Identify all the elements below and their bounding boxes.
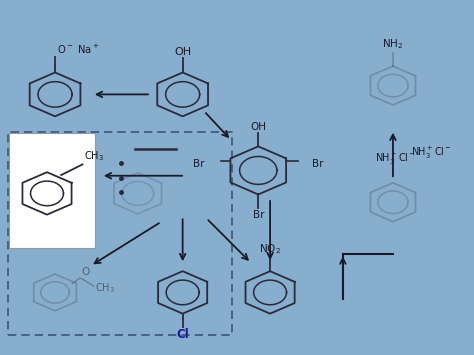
Text: CH$_3$: CH$_3$ — [95, 281, 115, 295]
Text: NH$_2$: NH$_2$ — [383, 38, 403, 51]
Text: Br: Br — [193, 159, 205, 169]
Text: OH: OH — [250, 122, 266, 132]
Text: CH$_3$: CH$_3$ — [84, 149, 104, 163]
Text: Cl: Cl — [176, 328, 189, 342]
Text: NO$_2$: NO$_2$ — [259, 242, 281, 256]
Text: NH$_3^+$Cl$^-$: NH$_3^+$Cl$^-$ — [411, 145, 452, 161]
Text: O: O — [81, 267, 89, 277]
Bar — [8, 132, 232, 335]
Text: NH$_3^+$Cl$^-$: NH$_3^+$Cl$^-$ — [375, 151, 416, 167]
Text: OH: OH — [174, 47, 191, 57]
Text: Br: Br — [312, 159, 323, 169]
Text: O$^-$ Na$^+$: O$^-$ Na$^+$ — [57, 42, 100, 55]
Text: Br: Br — [253, 211, 264, 220]
Bar — [9, 133, 95, 248]
